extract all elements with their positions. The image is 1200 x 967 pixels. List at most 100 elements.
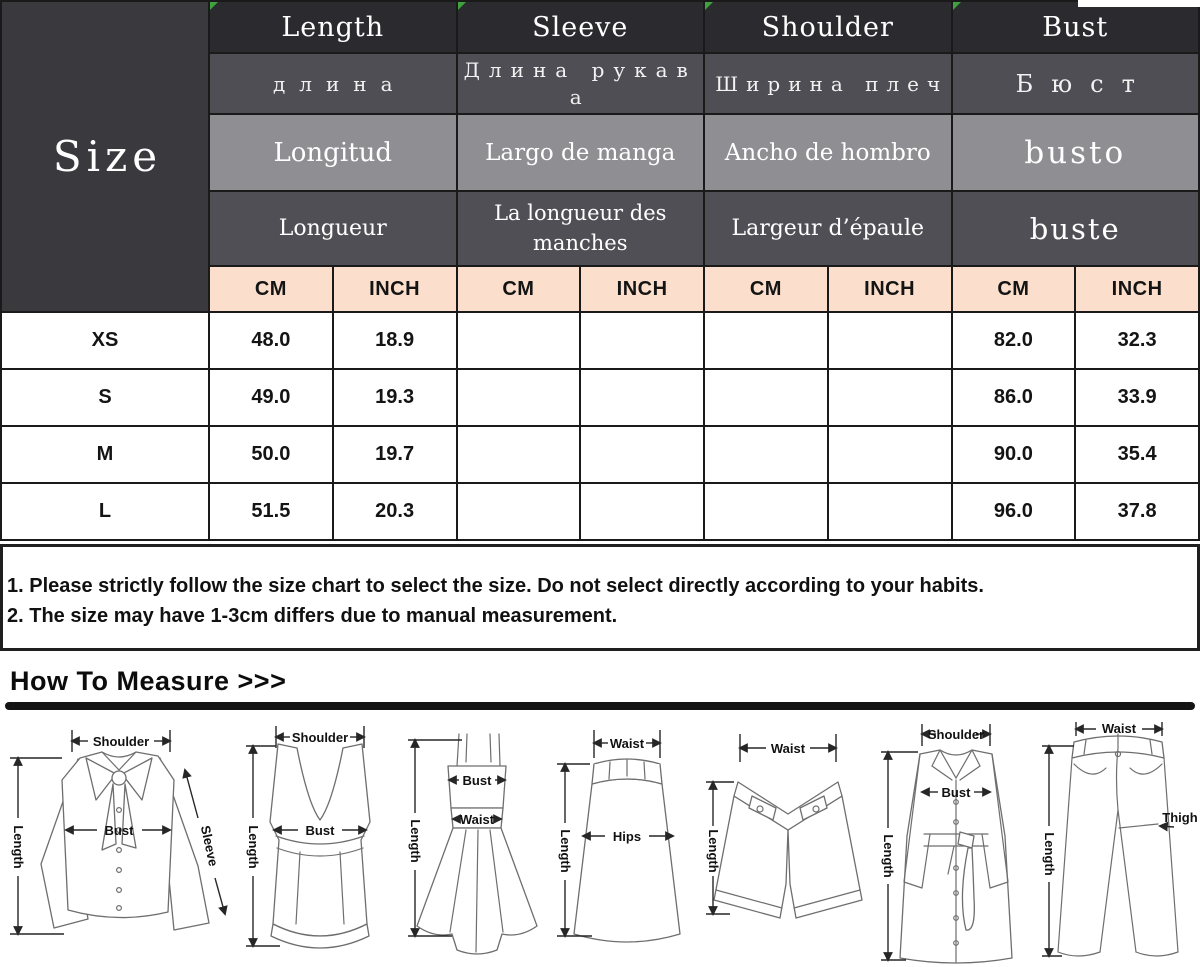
unit-sleeve-inch: INCH xyxy=(581,267,703,311)
row-xs-shoulder-inch xyxy=(828,313,951,368)
unit-bust-inch: INCH xyxy=(1076,267,1198,311)
header-sleeve-fr: La longueur des manches xyxy=(457,192,703,265)
unit-length-inch: INCH xyxy=(333,267,456,311)
header-sleeve-es: Largo de manga xyxy=(457,115,703,190)
row-s-size: S xyxy=(2,370,208,425)
row-m-shoulder-cm xyxy=(705,427,827,482)
row-xs-size: XS xyxy=(2,313,208,368)
skirt-outline xyxy=(573,758,681,943)
skirt-length-label: Length xyxy=(558,829,573,872)
pants-measure-arrows: Waist Thigh Length xyxy=(1042,721,1198,958)
dress-measure-arrows: Bust Waist Length xyxy=(408,738,507,938)
skirt-waist-label: Waist xyxy=(610,736,645,751)
size-header-cell: Size xyxy=(2,2,208,311)
top-right-white-notch xyxy=(1078,0,1200,7)
coat-measure-arrows: Shoulder Bust Length xyxy=(881,724,992,962)
shorts-length-label: Length xyxy=(706,829,721,872)
tank-bust-label: Bust xyxy=(306,823,336,838)
pants-outline xyxy=(1057,733,1179,957)
row-m-sleeve-inch xyxy=(581,427,703,482)
how-to-measure-heading: How To Measure >>> xyxy=(10,666,287,696)
row-xs-length-inch: 18.9 xyxy=(333,313,456,368)
header-length-ru: длина xyxy=(210,54,456,113)
row-xs-length-cm: 48.0 xyxy=(210,313,332,368)
row-l-bust-inch: 37.8 xyxy=(1076,484,1198,539)
row-m-shoulder-inch xyxy=(828,427,951,482)
header-shoulder-en-label: Shoulder xyxy=(761,11,894,43)
blouse-sleeve-label: Sleeve xyxy=(198,824,221,867)
header-bust-en-label: Bust xyxy=(1042,11,1109,43)
row-xs-sleeve-inch xyxy=(581,313,703,368)
row-l-shoulder-inch xyxy=(828,484,951,539)
dress-waist-label: Waist xyxy=(460,812,495,827)
row-xs-sleeve-cm xyxy=(457,313,580,368)
green-corner-triangle-icon xyxy=(210,2,218,10)
row-m-bust-inch: 35.4 xyxy=(1076,427,1198,482)
heading-underline xyxy=(5,702,1195,710)
coat-bust-label: Bust xyxy=(942,785,972,800)
header-bust-fr: buste xyxy=(952,192,1198,265)
unit-bust-cm: CM xyxy=(952,267,1075,311)
header-sleeve-en: Sleeve xyxy=(457,2,703,52)
header-sleeve-ru: Длина рукава xyxy=(457,54,703,113)
row-xs-shoulder-cm xyxy=(705,313,827,368)
dress-length-label: Length xyxy=(408,819,423,862)
shorts-outline xyxy=(713,781,863,919)
row-l-length-cm: 51.5 xyxy=(210,484,332,539)
row-l-shoulder-cm xyxy=(705,484,827,539)
dress-bust-label: Bust xyxy=(463,773,493,788)
row-m-bust-cm: 90.0 xyxy=(952,427,1075,482)
dress-outline xyxy=(416,733,538,955)
figure-tank-top: Shoulder Length Bust xyxy=(246,726,371,949)
header-bust-es: busto xyxy=(952,115,1198,190)
skirt-measure-arrows: Waist Hips Length xyxy=(557,730,675,938)
header-bust-en: Bust xyxy=(952,2,1198,52)
row-l-sleeve-inch xyxy=(581,484,703,539)
figure-pants: Waist Thigh Length xyxy=(1042,721,1198,958)
header-bust-ru: Бюст xyxy=(952,54,1198,113)
row-xs-bust-inch: 32.3 xyxy=(1076,313,1198,368)
coat-outline xyxy=(899,749,1013,964)
tank-outline xyxy=(269,743,371,949)
row-m-size: M xyxy=(2,427,208,482)
size-header-label: Size xyxy=(52,132,163,181)
note-line-1: 1. Please strictly follow the size chart… xyxy=(7,575,984,597)
green-corner-triangle-icon xyxy=(705,2,713,10)
unit-sleeve-cm: CM xyxy=(457,267,580,311)
green-corner-triangle-icon xyxy=(457,2,466,10)
unit-shoulder-cm: CM xyxy=(705,267,827,311)
figure-shorts: Waist Length xyxy=(706,734,863,919)
note-line-2: 2. The size may have 1-3cm differs due t… xyxy=(7,605,618,627)
header-length-en-label: Length xyxy=(281,11,385,43)
header-sleeve-en-label: Sleeve xyxy=(532,11,629,43)
shorts-measure-arrows: Waist Length xyxy=(706,734,838,916)
header-shoulder-ru: Ширина плеч xyxy=(705,54,951,113)
row-m-length-cm: 50.0 xyxy=(210,427,332,482)
blouse-length-label: Length xyxy=(11,825,26,868)
header-length-es: Longitud xyxy=(210,115,456,190)
unit-shoulder-inch: INCH xyxy=(828,267,951,311)
row-s-sleeve-inch xyxy=(581,370,703,425)
header-shoulder-en: Shoulder xyxy=(705,2,951,52)
pants-length-label: Length xyxy=(1042,832,1057,875)
tank-measure-arrows: Shoulder Length Bust xyxy=(246,726,368,948)
figure-dress: Bust Waist Length xyxy=(408,733,538,955)
row-m-sleeve-cm xyxy=(457,427,580,482)
unit-length-cm: CM xyxy=(210,267,332,311)
row-s-sleeve-cm xyxy=(457,370,580,425)
header-shoulder-es: Ancho de hombro xyxy=(705,115,951,190)
row-s-length-cm: 49.0 xyxy=(210,370,332,425)
pants-thigh-label: Thigh xyxy=(1162,810,1197,825)
tank-shoulder-label: Shoulder xyxy=(292,730,348,745)
blouse-bust-label: Bust xyxy=(105,823,135,838)
row-s-bust-inch: 33.9 xyxy=(1076,370,1198,425)
blouse-outline xyxy=(40,751,210,931)
figure-skirt: Waist Hips Length xyxy=(557,730,681,943)
row-l-bust-cm: 96.0 xyxy=(952,484,1075,539)
coat-shoulder-label: Shoulder xyxy=(928,727,984,742)
row-l-size: L xyxy=(2,484,208,539)
row-s-shoulder-inch xyxy=(828,370,951,425)
figure-coat: Shoulder Bust Length xyxy=(881,724,1013,964)
figure-blouse: Shoulder Length Bust Sleeve xyxy=(10,730,228,936)
